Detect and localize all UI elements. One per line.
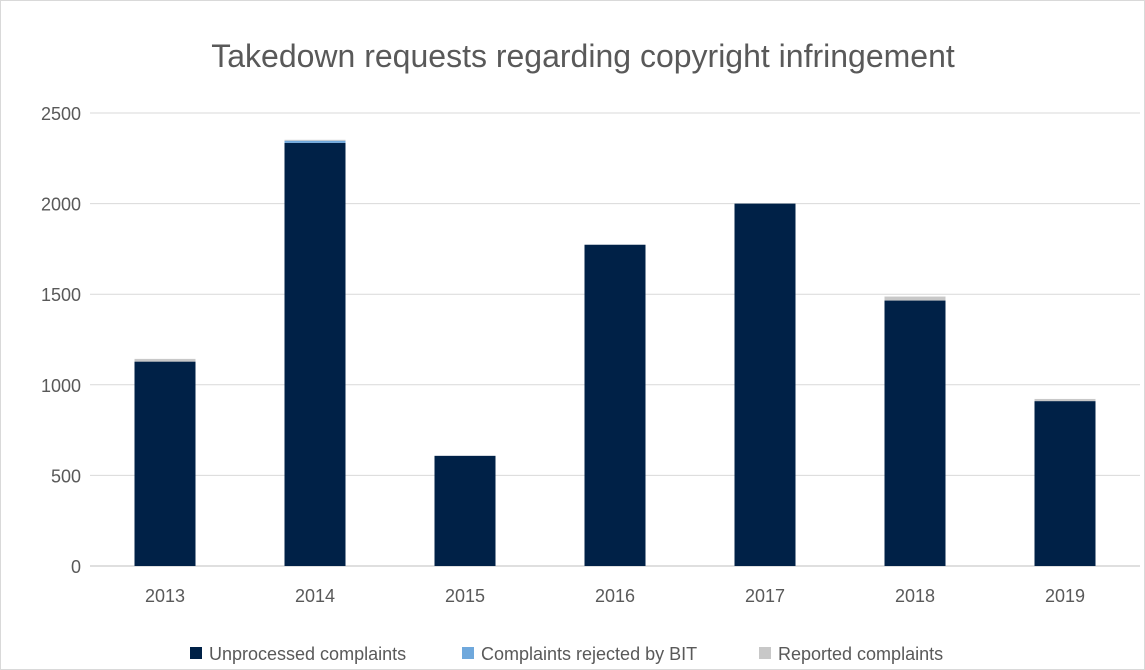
y-tick-label: 500 <box>51 466 81 486</box>
legend-swatch <box>462 647 474 659</box>
bar-segment-2015-0 <box>434 455 496 566</box>
y-tick-label: 0 <box>71 557 81 577</box>
x-tick-label: 2015 <box>445 586 485 606</box>
x-tick-label: 2017 <box>745 586 785 606</box>
bar-segment-2014-1 <box>284 140 346 143</box>
legend-swatch <box>759 647 771 659</box>
x-tick-label: 2013 <box>145 586 185 606</box>
bar-segment-2019-2 <box>1034 398 1096 402</box>
x-tick-label: 2019 <box>1045 586 1085 606</box>
bar-segment-2019-0 <box>1034 401 1096 566</box>
bar-segment-2013-2 <box>134 358 196 362</box>
y-tick-label: 2000 <box>41 195 81 215</box>
legend-label: Unprocessed complaints <box>209 644 406 664</box>
bar-segment-2018-0 <box>884 300 946 566</box>
legend-swatch <box>190 647 202 659</box>
y-tick-label: 1000 <box>41 376 81 396</box>
y-tick-label: 1500 <box>41 285 81 305</box>
legend: Unprocessed complaints Complaints rejecte… <box>190 644 943 664</box>
bar-segment-2017-0 <box>734 203 796 566</box>
bar-segment-2018-2 <box>884 296 946 301</box>
y-axis-ticks: 0 500 1000 1500 2000 2500 <box>41 104 81 577</box>
x-tick-label: 2018 <box>895 586 935 606</box>
bar-segment-2016-0 <box>584 244 646 566</box>
x-tick-label: 2014 <box>295 586 335 606</box>
bar-segment-2014-0 <box>284 142 346 566</box>
chart-title: Takedown requests regarding copyright in… <box>211 38 955 74</box>
bars <box>134 139 1096 566</box>
legend-label: Reported complaints <box>778 644 943 664</box>
bar-segment-2014-2 <box>284 139 346 141</box>
x-tick-label: 2016 <box>595 586 635 606</box>
bar-segment-2013-0 <box>134 361 196 566</box>
gridlines <box>90 112 1140 567</box>
y-tick-label: 2500 <box>41 104 81 124</box>
x-axis-ticks: 2013 2014 2015 2016 2017 2018 2019 <box>145 586 1085 606</box>
legend-label: Complaints rejected by BIT <box>481 644 697 664</box>
